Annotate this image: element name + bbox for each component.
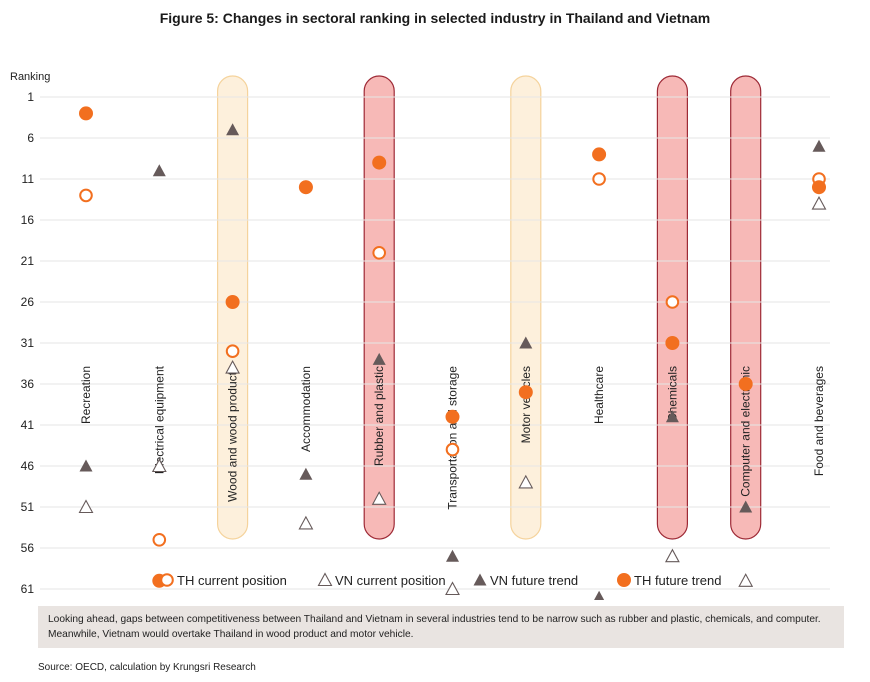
data-point — [151, 458, 167, 473]
data-point — [372, 246, 387, 260]
x-category-label: Food and beverages — [812, 366, 826, 476]
source-text: Source: OECD, calculation by Krungsri Re… — [38, 662, 256, 673]
gridlines — [40, 96, 830, 590]
x-category-label: Wood and wood products — [226, 366, 240, 502]
highlight-bands — [217, 75, 762, 540]
data-point — [299, 467, 313, 480]
x-category-label: Transportation and storage — [446, 366, 460, 510]
data-point — [738, 377, 753, 391]
x-axis-labels: Recreation Electrical equipment Wood and w… — [79, 365, 826, 509]
legend-marker — [617, 573, 631, 587]
data-point — [79, 188, 93, 203]
legend: TH current position VN current position VN… — [160, 572, 721, 588]
y-tick-label: 51 — [21, 500, 35, 514]
data-point — [372, 155, 387, 170]
y-tick-label: 31 — [21, 336, 35, 350]
data-point — [518, 474, 534, 489]
data-point — [445, 442, 460, 457]
highlight-band — [730, 75, 762, 540]
data-point — [665, 295, 680, 309]
x-category-label: Electrical equipment — [152, 365, 166, 474]
x-category-label: Recreation — [79, 366, 93, 424]
data-point — [811, 195, 827, 210]
y-tick-label: 11 — [22, 172, 35, 186]
data-points — [78, 106, 827, 600]
y-tick-label: 36 — [21, 377, 35, 391]
data-point — [518, 385, 533, 400]
x-category-label: Chemicals — [665, 366, 679, 422]
chart-title: Figure 5: Changes in sectoral ranking in… — [159, 10, 711, 26]
legend-label: TH current position — [177, 573, 287, 588]
data-point — [371, 491, 387, 505]
data-point — [665, 410, 679, 423]
legend-label: VN current position — [335, 573, 446, 588]
data-point — [225, 359, 241, 374]
data-point — [592, 147, 607, 162]
data-point — [739, 500, 753, 513]
y-tick-label: 1 — [27, 90, 34, 104]
x-category-label: Rubber and plastic — [372, 366, 386, 466]
y-tick-label: 16 — [21, 213, 35, 227]
data-point — [78, 499, 94, 514]
y-tick-label: 56 — [21, 541, 35, 555]
data-point — [226, 123, 240, 136]
y-tick-label: 61 — [21, 582, 35, 596]
y-axis-label: Ranking — [10, 71, 50, 83]
data-point — [445, 581, 460, 596]
data-point — [298, 180, 313, 195]
x-category-label: Accommodation — [299, 366, 313, 452]
legend-marker — [473, 573, 487, 586]
x-category-label: Computer and electronic — [739, 366, 753, 497]
data-point — [372, 352, 386, 365]
x-category-label: Healthcare — [592, 366, 606, 424]
data-point — [594, 590, 605, 600]
data-point — [79, 459, 93, 472]
y-tick-label: 21 — [21, 254, 35, 268]
legend-label: VN future trend — [490, 573, 578, 588]
legend-label: TH future trend — [634, 573, 721, 588]
data-point — [152, 164, 166, 177]
y-tick-label: 26 — [21, 295, 35, 309]
data-point — [592, 172, 606, 186]
data-point — [812, 180, 826, 195]
data-point — [446, 549, 459, 562]
data-point — [665, 336, 680, 350]
y-tick-label: 46 — [21, 459, 35, 473]
data-point — [152, 533, 167, 547]
data-point — [812, 139, 826, 152]
data-point — [79, 106, 93, 121]
y-tick-label: 6 — [27, 131, 34, 145]
highlight-band — [363, 75, 395, 540]
data-point — [298, 515, 314, 530]
highlight-band — [510, 75, 542, 540]
y-tick-label: 41 — [21, 418, 35, 432]
data-point — [445, 409, 460, 424]
data-point — [225, 344, 240, 359]
data-point — [664, 548, 680, 563]
data-point — [738, 573, 754, 587]
legend-marker — [317, 572, 333, 587]
note-box: Looking ahead, gaps between competitiven… — [38, 606, 844, 648]
legend-marker — [160, 573, 174, 587]
data-point — [519, 336, 533, 349]
x-category-label: Motor vehicles — [519, 366, 533, 443]
data-point — [225, 295, 240, 309]
